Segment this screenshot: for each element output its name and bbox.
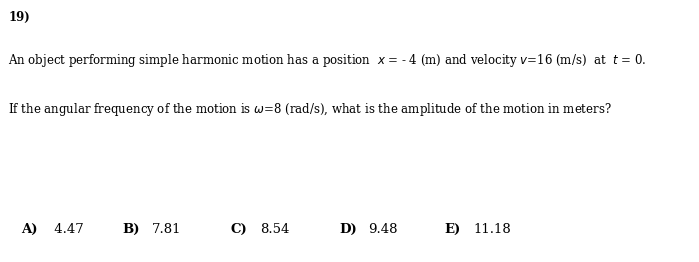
Text: 7.81: 7.81	[152, 223, 181, 236]
Text: If the angular frequency of the motion is $\omega$=8 (rad/s), what is the amplit: If the angular frequency of the motion i…	[8, 101, 612, 118]
Text: E): E)	[444, 223, 460, 236]
Text: 4.47: 4.47	[50, 223, 84, 236]
Text: 9.48: 9.48	[368, 223, 398, 236]
Text: B): B)	[122, 223, 140, 236]
Text: 8.54: 8.54	[260, 223, 289, 236]
Text: 11.18: 11.18	[473, 223, 511, 236]
Text: 19): 19)	[8, 10, 30, 24]
Text: An object performing simple harmonic motion has a position  $x$ = - 4 (m) and ve: An object performing simple harmonic mot…	[8, 52, 647, 69]
Text: C): C)	[231, 223, 247, 236]
Text: A): A)	[21, 223, 38, 236]
Text: D): D)	[339, 223, 356, 236]
